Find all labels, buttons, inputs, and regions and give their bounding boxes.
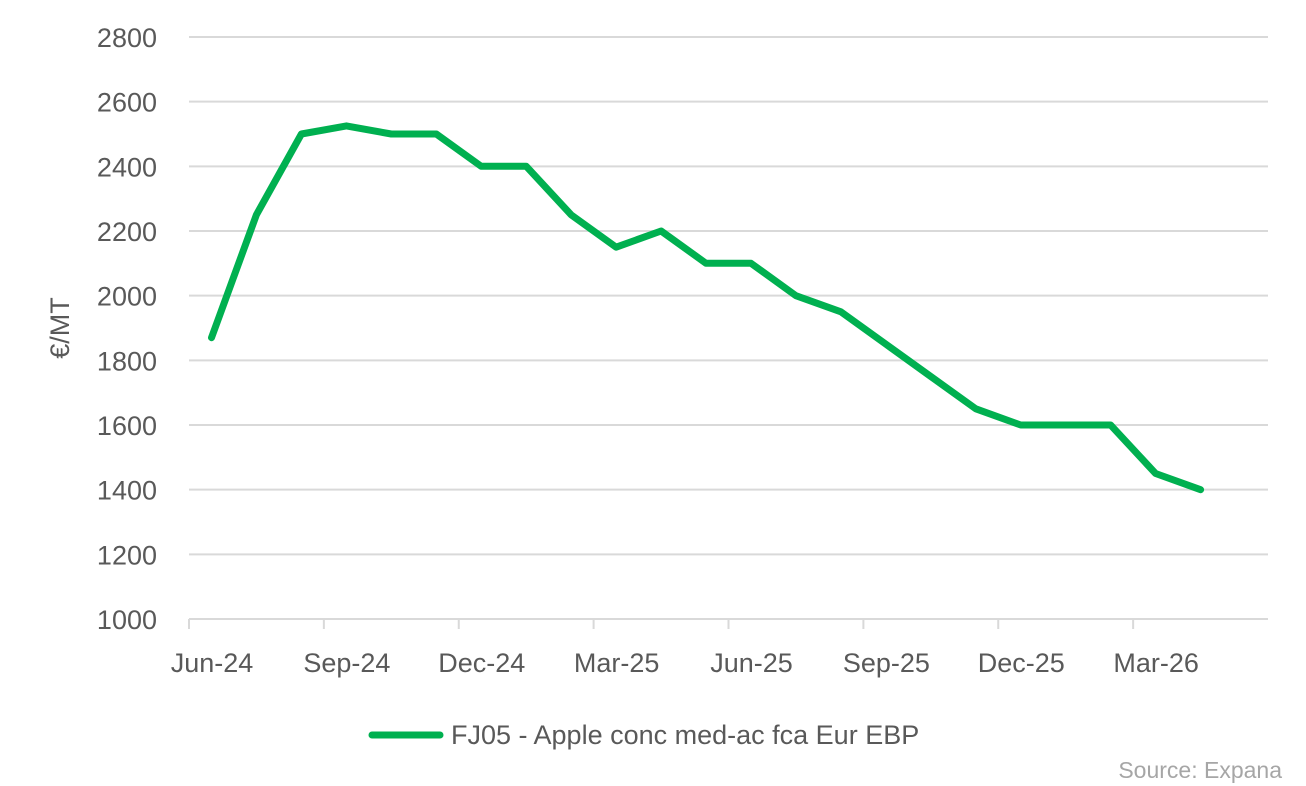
- y-tick-labels: 1000 1200 1400 1600 1800 2000 2200 2400 2600 2800: [97, 23, 157, 635]
- legend: FJ05 - Apple conc med-ac fca Eur EBP: [368, 720, 919, 750]
- legend-label-fj05: FJ05 - Apple conc med-ac fca Eur EBP: [451, 720, 919, 750]
- x-tick-label-dec-25: Dec-25: [978, 648, 1065, 678]
- y-tick-label-1000: 1000: [97, 605, 157, 635]
- x-tick-label-jun-24: Jun-24: [171, 648, 254, 678]
- y-tick-label-2400: 2400: [97, 152, 157, 182]
- x-tick-label-sep-25: Sep-25: [843, 648, 930, 678]
- y-axis-title: €/MT: [45, 297, 75, 359]
- source-label: Source: Expana: [1118, 757, 1282, 783]
- x-tick-label-jun-25: Jun-25: [710, 648, 793, 678]
- y-tick-label-1600: 1600: [97, 411, 157, 441]
- x-tick-label-sep-24: Sep-24: [303, 648, 390, 678]
- y-tick-label-2600: 2600: [97, 88, 157, 118]
- y-tick-label-2000: 2000: [97, 282, 157, 312]
- y-tick-label-1400: 1400: [97, 476, 157, 506]
- x-axis: [188, 618, 1268, 629]
- y-tick-label-2800: 2800: [97, 23, 157, 53]
- x-tick-label-mar-26: Mar-26: [1113, 648, 1199, 678]
- gridlines: [189, 36, 1268, 556]
- series-line-0: [208, 122, 1205, 494]
- series-layer: [208, 122, 1205, 494]
- x-tick-label-dec-24: Dec-24: [438, 648, 525, 678]
- y-tick-label-1200: 1200: [97, 540, 157, 570]
- x-tick-labels: Jun-24 Sep-24 Dec-24 Mar-25 Jun-25 Sep-25 Dec-…: [171, 648, 1199, 678]
- y-tick-label-1800: 1800: [97, 346, 157, 376]
- x-tick-label-mar-25: Mar-25: [574, 648, 660, 678]
- y-tick-label-2200: 2200: [97, 217, 157, 247]
